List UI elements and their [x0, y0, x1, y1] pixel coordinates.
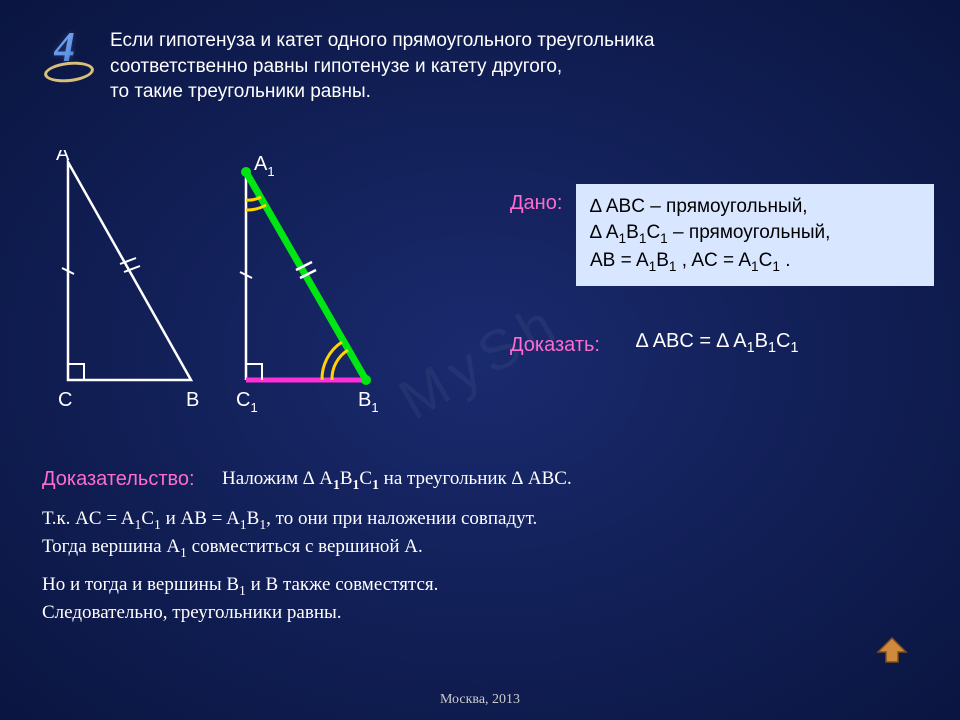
svg-text:C1: C1 [236, 389, 258, 415]
svg-text:C: C [58, 389, 72, 411]
nav-up-icon[interactable] [876, 636, 908, 664]
theorem-line2: соответственно равны гипотенузе и катету… [110, 56, 562, 77]
proof-step-5: Следовательно, треугольники равны. [42, 602, 342, 624]
svg-text:A1: A1 [254, 153, 275, 179]
proof-step-3: Тогда вершина A1 совместиться с вершиной… [42, 536, 423, 561]
badge-ring-decoration [43, 59, 95, 84]
proof-label: Доказательство: [42, 468, 195, 491]
triangles-diagram: A C B [36, 150, 436, 430]
given-line3: AB = A1B1 , AC = A1C1 . [590, 248, 920, 276]
prove-label: Доказать: [510, 334, 600, 357]
given-line2: ∆ A1B1C1 – прямоугольный, [590, 220, 920, 248]
given-line1: ∆ ABC – прямоугольный, [590, 194, 920, 220]
triangle-a1b1c1: A1 C1 B1 [236, 153, 379, 415]
slide: MySh 4 Если гипотенуза и катет одного пр… [0, 0, 960, 720]
svg-text:B: B [186, 389, 199, 411]
theorem-line1: Если гипотенуза и катет одного прямоугол… [110, 30, 654, 51]
theorem-line3: то такие треугольники равны. [110, 81, 371, 102]
triangle-abc: A C B [56, 150, 199, 411]
proof-step-4: Но и тогда и вершины B1 и B также совмес… [42, 574, 438, 599]
theorem-statement: Если гипотенуза и катет одного прямоугол… [110, 28, 830, 105]
footer-text: Москва, 2013 [0, 692, 960, 708]
given-label: Дано: [510, 192, 562, 215]
svg-text:A: A [56, 150, 70, 165]
given-box: ∆ ABC – прямоугольный, ∆ A1B1C1 – прямоу… [576, 184, 934, 286]
proof-step-1: Наложим ∆ A1B1C1 на треугольник ∆ ABC. [222, 468, 572, 493]
svg-text:B1: B1 [358, 389, 379, 415]
proof-step-2: Т.к. AC = A1C1 и AB = A1B1, то они при н… [42, 508, 537, 533]
prove-text: ∆ ABC = ∆ A1B1C1 [636, 330, 798, 356]
